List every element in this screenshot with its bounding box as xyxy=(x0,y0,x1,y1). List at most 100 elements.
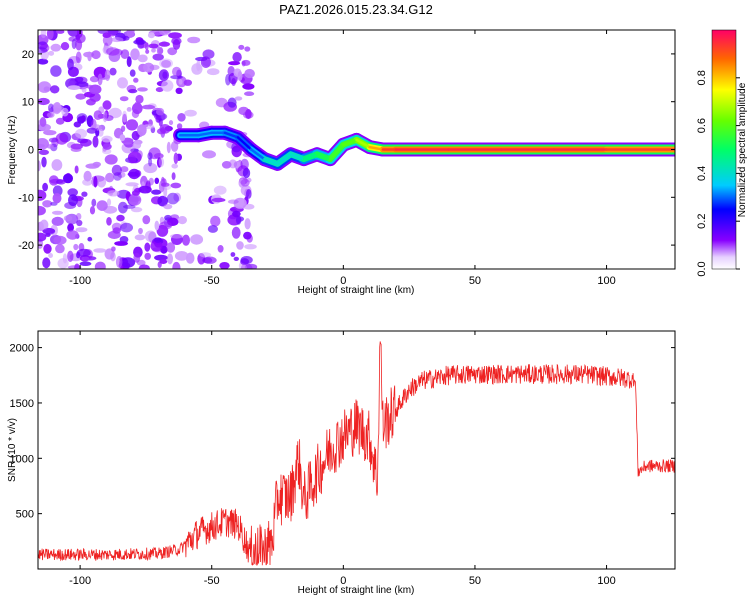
spectrogram-noise-blob xyxy=(161,79,174,92)
spectrogram-noise-blob xyxy=(145,49,150,54)
spectrogram-noise-blob xyxy=(152,53,164,61)
spectrogram-noise-blob xyxy=(89,206,96,215)
spectrogram-ridge-segment xyxy=(263,157,279,166)
spectrogram-noise-blob xyxy=(75,93,86,100)
spectrogram-noise-blob xyxy=(182,234,190,246)
spectrogram-ridge-segment xyxy=(342,138,358,146)
spectrogram-noise-blob xyxy=(191,63,203,75)
spectrogram-noise-blob xyxy=(88,84,102,95)
spectrogram-noise-blob xyxy=(134,101,141,109)
spectrogram-noise-blob xyxy=(171,163,178,169)
spectrogram-noise-blob xyxy=(83,170,92,182)
spectrogram-noise-blob xyxy=(157,195,168,207)
spectrogram-noise-blob xyxy=(153,237,162,244)
spectrogram-noise-blob xyxy=(244,46,251,52)
y-tick-label: 20 xyxy=(22,49,34,61)
spectrogram-noise-blob xyxy=(144,252,151,260)
spectrogram-noise-blob xyxy=(46,30,54,40)
snr-x-label: Height of straight line (km) xyxy=(298,585,415,596)
spectrogram-noise-blob xyxy=(81,115,86,122)
spectrogram-noise-blob xyxy=(155,87,164,93)
spectrogram-noise-blob xyxy=(159,259,168,264)
spectrogram-noise-blob xyxy=(121,142,135,154)
spectrogram-ridge-segment xyxy=(197,131,213,137)
spectrogram-noise-blob xyxy=(53,102,62,114)
spectrogram-noise-blob xyxy=(213,185,227,195)
spectrogram-noise-blob xyxy=(170,141,179,152)
spectrogram-noise-blob xyxy=(144,42,149,50)
x-tick-label: 50 xyxy=(469,275,481,287)
spectrogram-noise-blob xyxy=(71,38,77,50)
spectrogram-noise-blob xyxy=(75,227,88,233)
spectrogram-noise-blob xyxy=(39,117,47,127)
spectrogram-noise-blob xyxy=(42,200,53,208)
spectrogram-noise-blob xyxy=(244,68,255,79)
spectrogram-noise-blob xyxy=(130,48,140,61)
spectrogram-noise-blob xyxy=(40,30,47,39)
spectrogram-noise-blob xyxy=(52,193,62,204)
spectrogram-ridge-segment xyxy=(302,153,319,161)
spectrogram-noise-blob xyxy=(111,164,122,176)
spectrogram-noise-blob xyxy=(107,190,120,197)
snr-background xyxy=(38,331,675,569)
spectrogram-noise-blob xyxy=(159,124,171,134)
spectrogram-noise-blob xyxy=(97,73,103,86)
y-tick-label: 0 xyxy=(28,145,34,157)
spectrogram-noise-blob xyxy=(133,252,141,263)
spectrogram-noise-blob xyxy=(166,141,171,154)
spectrogram-noise-blob xyxy=(76,219,83,227)
spectrogram-noise-blob xyxy=(174,251,189,261)
spectrogram-y-label: Frequency (Hz) xyxy=(7,116,18,185)
spectrogram-noise-blob xyxy=(116,214,125,222)
spectrogram-noise-blob xyxy=(133,39,146,45)
spectrogram-noise-blob xyxy=(178,79,183,85)
spectrogram-noise-blob xyxy=(38,138,49,150)
spectrogram-noise-blob xyxy=(202,150,216,159)
spectrogram-noise-blob xyxy=(126,30,135,38)
spectrogram-ridge-segment xyxy=(315,153,332,161)
spectrogram-noise-blob xyxy=(93,176,98,188)
spectrogram-noise-blob xyxy=(39,219,49,231)
spectrogram-noise-blob xyxy=(149,64,160,70)
spectrogram-noise-blob xyxy=(57,258,69,269)
spectrogram-noise-blob xyxy=(103,205,118,214)
spectrogram-noise-blob xyxy=(131,190,140,196)
spectrogram-noise-blob xyxy=(219,262,230,269)
colorbar-tick-label: 0.2 xyxy=(696,214,708,229)
spectrogram-noise-blob xyxy=(147,32,155,39)
spectrogram-noise-blob xyxy=(138,227,143,235)
spectrogram-noise-blob xyxy=(172,261,181,269)
spectrogram-noise-blob xyxy=(48,103,54,113)
spectrogram-noise-blob xyxy=(211,197,226,203)
spectrogram-noise-blob xyxy=(228,159,238,169)
spectrogram-noise-blob xyxy=(38,160,41,172)
spectrogram-noise-blob xyxy=(93,248,107,253)
spectrogram-noise-blob xyxy=(240,256,253,264)
spectrogram-noise-blob xyxy=(101,135,113,143)
spectrogram-noise-blob xyxy=(115,256,123,268)
spectrogram-noise-blob xyxy=(183,79,192,86)
spectrogram-noise-blob xyxy=(106,198,112,206)
spectrogram-noise-blob xyxy=(233,256,239,261)
spectrogram-noise-blob xyxy=(170,234,184,239)
spectrogram-noise-blob xyxy=(231,226,241,239)
spectrogram-noise-blob xyxy=(121,125,126,132)
spectrogram-noise-blob xyxy=(244,218,251,230)
spectrogram-noise-blob xyxy=(81,86,87,93)
spectrogram-ridge-segment xyxy=(328,143,345,161)
colorbar-tick-label: 0.4 xyxy=(696,166,708,181)
spectrogram-noise-blob xyxy=(111,246,116,252)
spectrogram-noise-blob xyxy=(51,159,63,171)
spectrogram-noise-blob xyxy=(246,234,253,243)
x-tick-label: -50 xyxy=(204,575,220,587)
spectrogram-noise-blob xyxy=(167,253,173,265)
spectrogram-noise-blob xyxy=(144,242,151,252)
snr-frame xyxy=(37,330,676,570)
spectrogram-noise-blob xyxy=(228,61,241,66)
spectrogram-noise-blob xyxy=(56,30,65,34)
colorbar-tick-label: 0.6 xyxy=(696,118,708,133)
spectrogram-noise-blob xyxy=(241,59,251,66)
spectrogram-noise-blob xyxy=(232,210,241,218)
spectrogram-noise-blob xyxy=(173,152,179,165)
